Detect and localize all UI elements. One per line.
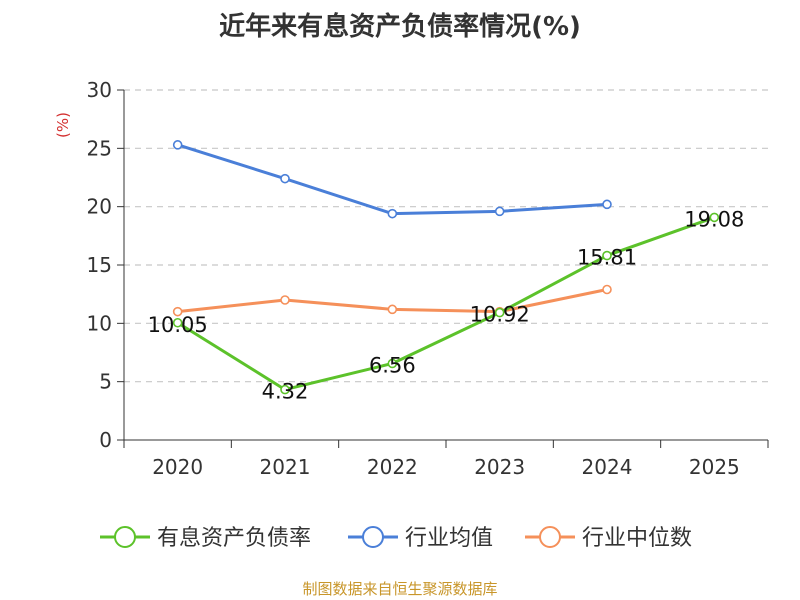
y-tick-label: 25 <box>87 136 112 160</box>
x-tick-label: 2021 <box>260 455 311 479</box>
data-label: 15.81 <box>577 246 637 270</box>
series-1-point <box>602 199 612 210</box>
x-tick-label: 2022 <box>367 455 418 479</box>
data-label: 6.56 <box>369 353 416 377</box>
data-label: 10.92 <box>470 303 530 327</box>
y-axis-title: (%) <box>54 112 72 138</box>
series-1-point <box>387 208 398 219</box>
y-tick-label: 10 <box>87 311 112 335</box>
data-label: 4.32 <box>262 380 309 404</box>
y-tick-label: 30 <box>87 78 112 102</box>
legend-label-2: 行业中位数 <box>582 526 692 551</box>
series-line-1 <box>177 143 608 216</box>
legend-label-0: 有息资产负债率 <box>157 526 311 551</box>
legend-marker-0 <box>114 526 136 548</box>
y-tick-label: 5 <box>99 370 112 394</box>
series-0-point <box>709 212 720 223</box>
series-0-point <box>494 307 505 318</box>
series-2-point <box>602 284 612 295</box>
chart-title: 近年来有息资产负债率情况(%) <box>219 12 581 42</box>
legend-marker-2 <box>539 526 561 548</box>
series-2-point <box>387 304 398 315</box>
x-tick-label: 2023 <box>474 455 525 479</box>
series-line-0 <box>176 215 715 392</box>
series-2-point <box>280 295 290 305</box>
y-tick-label: 20 <box>87 195 112 219</box>
x-tick-label: 2024 <box>582 455 633 479</box>
legend-label-1: 行业均值 <box>405 526 493 551</box>
data-label: 10.05 <box>148 313 208 337</box>
x-tick-label: 2025 <box>689 455 740 479</box>
data-label: 19.08 <box>684 207 744 231</box>
series-0-point <box>172 317 183 328</box>
series-1-point <box>494 206 505 217</box>
legend-marker-1 <box>362 526 384 548</box>
series-0-point <box>387 358 398 369</box>
series-1-point <box>172 140 183 150</box>
y-tick-label: 15 <box>87 253 112 277</box>
series-1-point <box>280 173 290 184</box>
y-tick-label: 0 <box>99 428 112 452</box>
source-note: 制图数据来自恒生聚源数据库 <box>302 580 498 598</box>
series-0-point <box>280 384 290 395</box>
series-0-point <box>602 250 612 261</box>
series-2-point <box>172 306 183 317</box>
x-tick-label: 2020 <box>152 455 203 479</box>
